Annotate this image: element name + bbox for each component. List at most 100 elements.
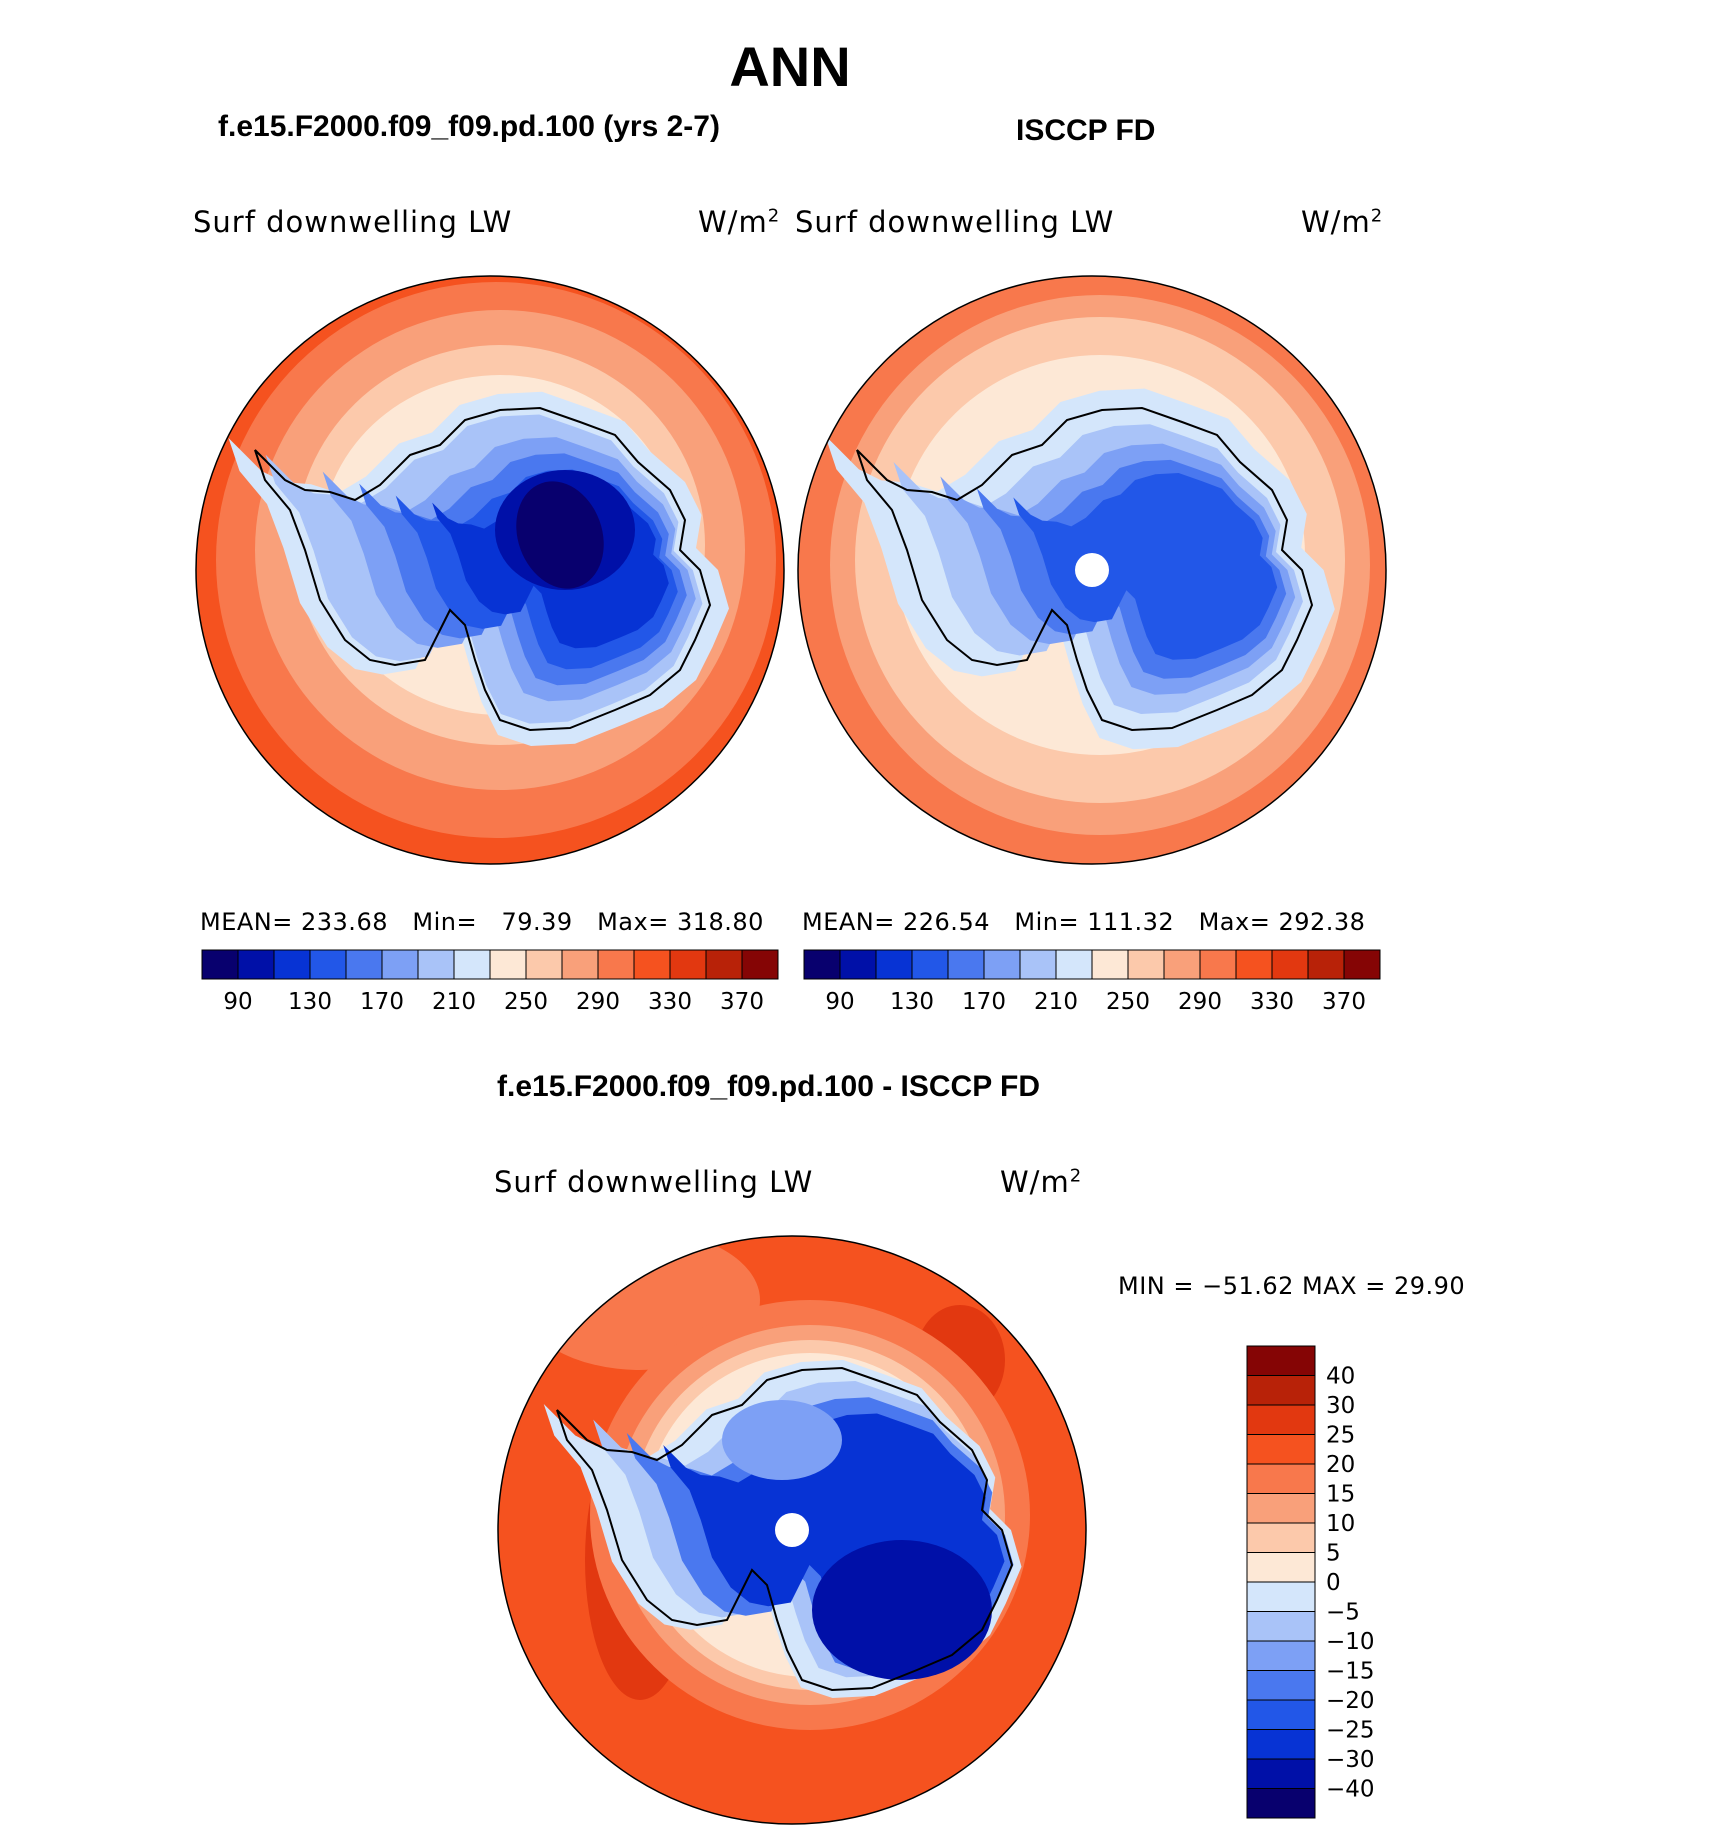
panel1-colorbar: 90 130 170 210 250 290 330 370	[201, 949, 779, 1015]
panel3-colorbar-tick-label: −20	[1326, 1688, 1375, 1714]
panel2-colorbar-swatch	[983, 949, 1021, 980]
panel3-colorbar-swatch	[1246, 1611, 1316, 1642]
panel3-colorbar-tick-label: 20	[1326, 1452, 1355, 1478]
panel2-colorbar-swatch	[1271, 949, 1309, 980]
panel1-map-border	[195, 275, 785, 865]
panel1-colorbar-swatch	[741, 949, 779, 980]
panel3-colorbar-swatch	[1246, 1463, 1316, 1494]
panel2-colorbar-swatch	[1199, 949, 1237, 980]
panel1-colorbar-swatch	[417, 949, 455, 980]
panel3-colorbar-tick-label: −10	[1326, 1629, 1375, 1655]
panel3-colorbar-tick-label: −15	[1326, 1659, 1375, 1685]
panel2-colorbar-tick-label: 170	[962, 989, 1006, 1015]
panel2-units: W/m2	[1301, 205, 1384, 239]
panel1-colorbar-swatch	[669, 949, 707, 980]
panel2-colorbar-swatch	[1235, 949, 1273, 980]
panel1-case-title: f.e15.F2000.f09_f09.pd.100 (yrs 2-7)	[218, 110, 720, 143]
panel1-colorbar-tick-label: 130	[288, 989, 332, 1015]
panel3-pole-hole	[775, 1513, 809, 1547]
panel3-fill-m30	[812, 1540, 992, 1680]
panel3-units: W/m2	[1000, 1165, 1083, 1199]
panel3-colorbar-tick-label: −30	[1326, 1747, 1375, 1773]
panel3-colorbar-swatch	[1246, 1404, 1316, 1435]
panel3-map-border	[497, 1235, 1087, 1825]
panel1-colorbar-swatch	[273, 949, 311, 980]
panel3-colorbar-swatch	[1246, 1493, 1316, 1524]
panel3-colorbar-swatch	[1246, 1581, 1316, 1612]
panel1-colorbar-swatch	[633, 949, 671, 980]
panel1-colorbar-tick-label: 330	[648, 989, 692, 1015]
panel3-colorbar-swatch	[1246, 1640, 1316, 1671]
panel2-stats: MEAN= 226.54 Min= 111.32 Max= 292.38	[802, 908, 1366, 936]
panel1-colorbar-tick-label: 210	[432, 989, 476, 1015]
panel2-map	[798, 276, 1386, 864]
panel1-colorbar-swatch	[453, 949, 491, 980]
panel2-colorbar-tick-label: 210	[1034, 989, 1078, 1015]
panel3-colorbar-tick-label: 40	[1326, 1364, 1355, 1390]
panel1-colorbar-swatch	[201, 949, 239, 980]
panel3-colorbar-tick-label: −40	[1326, 1777, 1375, 1803]
panel3-colorbar-swatch	[1246, 1552, 1316, 1583]
panel2-colorbar-swatch	[1091, 949, 1129, 980]
panel3-colorbar-swatch	[1246, 1522, 1316, 1553]
page-title: ANN	[729, 35, 851, 98]
panel1-colorbar-tick-label: 90	[223, 989, 252, 1015]
panel3-minmax: MIN = −51.62 MAX = 29.90	[1118, 1272, 1466, 1300]
panel2-colorbar-swatch	[1127, 949, 1165, 980]
panel3-colorbar-tick-label: 25	[1326, 1423, 1355, 1449]
panel2-colorbar: 90 130 170 210 250 290 330 370	[803, 949, 1381, 1015]
panel3-colorbar-swatch	[1246, 1345, 1316, 1376]
panel1-colorbar-swatch	[237, 949, 275, 980]
panel2-colorbar-swatch	[1055, 949, 1093, 980]
panel1-colorbar-swatch	[597, 949, 635, 980]
panel1-fill-90	[516, 481, 604, 589]
panel1-variable: Surf downwelling LW	[193, 205, 513, 239]
panel1-stats: MEAN= 233.68 Min= 79.39 Max= 318.80	[200, 908, 764, 936]
panel3-colorbar-tick-label: −5	[1326, 1600, 1360, 1626]
panel1-colorbar-swatch	[705, 949, 743, 980]
panel3-colorbar-tick-label: 5	[1326, 1541, 1341, 1567]
panel1-colorbar-swatch	[561, 949, 599, 980]
panel2-colorbar-tick-label: 250	[1106, 989, 1150, 1015]
panel3-colorbar-swatch	[1246, 1699, 1316, 1730]
panel3-colorbar-swatch	[1246, 1434, 1316, 1465]
panel2-colorbar-swatch	[839, 949, 877, 980]
panel1-colorbar-tick-label: 170	[360, 989, 404, 1015]
panel2-colorbar-swatch	[947, 949, 985, 980]
panel3-colorbar-swatch	[1246, 1729, 1316, 1760]
panel1-colorbar-tick-label: 250	[504, 989, 548, 1015]
panel1-map	[196, 276, 784, 864]
panel2-map-border	[797, 275, 1387, 865]
panel3-colorbar: 40 30 25 20 15 10 5 0 −5 −10 −15 −20 −25 −30 −40	[1246, 1345, 1375, 1819]
panel3-colorbar-tick-label: 10	[1326, 1511, 1355, 1537]
panel1-colorbar-swatch	[345, 949, 383, 980]
panel2-colorbar-swatch	[1343, 949, 1381, 980]
panel3-case-title: f.e15.F2000.f09_f09.pd.100 - ISCCP FD	[497, 1070, 1041, 1103]
panel1-colorbar-tick-label: 370	[720, 989, 764, 1015]
panel3-colorbar-tick-label: 30	[1326, 1393, 1355, 1419]
panel3-colorbar-swatch	[1246, 1375, 1316, 1406]
panel2-colorbar-swatch	[1163, 949, 1201, 980]
panel3-colorbar-tick-label: −25	[1326, 1718, 1375, 1744]
panel1-colorbar-tick-label: 290	[576, 989, 620, 1015]
panel2-colorbar-swatch	[1019, 949, 1057, 980]
panel2-colorbar-swatch	[803, 949, 841, 980]
panel2-colorbar-swatch	[1307, 949, 1345, 980]
panel3-colorbar-swatch	[1246, 1670, 1316, 1701]
panel2-colorbar-tick-label: 90	[825, 989, 854, 1015]
panel2-variable: Surf downwelling LW	[795, 205, 1115, 239]
panel3-colorbar-swatch	[1246, 1788, 1316, 1819]
panel2-colorbar-tick-label: 370	[1322, 989, 1366, 1015]
panel2-colorbar-swatch	[911, 949, 949, 980]
panel1-colorbar-swatch	[381, 949, 419, 980]
panel2-colorbar-tick-label: 330	[1250, 989, 1294, 1015]
panel1-colorbar-swatch	[309, 949, 347, 980]
panel2-pole-hole	[1075, 553, 1109, 587]
panel3-colorbar-tick-label: 15	[1326, 1482, 1355, 1508]
panel3-variable: Surf downwelling LW	[494, 1165, 814, 1199]
panel3-fill-m10	[722, 1400, 842, 1480]
panel1-colorbar-swatch	[525, 949, 563, 980]
panel2-colorbar-tick-label: 130	[890, 989, 934, 1015]
panel2-case-title: ISCCP FD	[1016, 114, 1156, 147]
